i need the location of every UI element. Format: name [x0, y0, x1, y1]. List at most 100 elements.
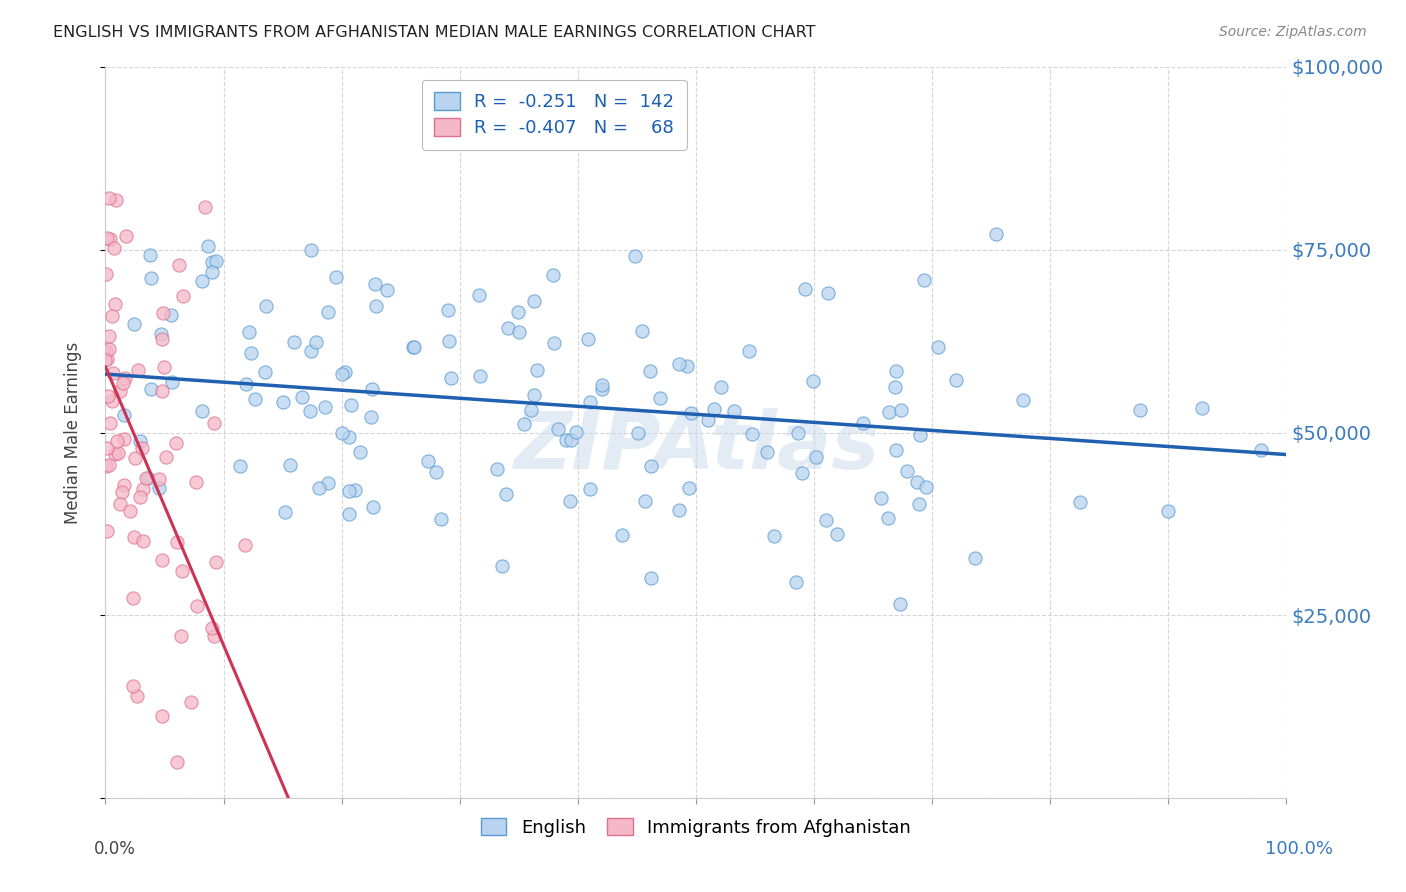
Point	[94, 343, 117, 358]
Point	[167, 258, 190, 272]
Point	[101, 310, 124, 324]
Point	[186, 599, 208, 613]
Point	[626, 426, 648, 441]
Point	[640, 570, 662, 584]
Point	[547, 422, 569, 436]
Point	[96, 352, 118, 367]
Point	[506, 305, 529, 319]
Point	[148, 481, 170, 495]
Point	[523, 293, 546, 308]
Point	[817, 285, 839, 300]
Point	[1069, 495, 1091, 509]
Point	[513, 417, 536, 431]
Point	[100, 416, 122, 430]
Point	[194, 200, 217, 214]
Point	[876, 511, 898, 525]
Y-axis label: Median Male Earnings: Median Male Earnings	[63, 342, 82, 524]
Point	[416, 454, 439, 468]
Point	[827, 527, 849, 541]
Point	[523, 388, 546, 402]
Point	[235, 376, 257, 391]
Point	[360, 382, 382, 396]
Point	[375, 283, 398, 297]
Point	[122, 318, 145, 332]
Text: 0.0%: 0.0%	[94, 840, 136, 858]
Point	[110, 384, 132, 398]
Point	[160, 375, 183, 389]
Point	[762, 529, 785, 543]
Point	[243, 392, 266, 406]
Point	[197, 239, 219, 253]
Point	[172, 289, 194, 303]
Point	[115, 228, 138, 243]
Point	[298, 404, 321, 418]
Point	[915, 480, 938, 494]
Point	[129, 434, 152, 449]
Point	[94, 267, 117, 281]
Point	[314, 401, 336, 415]
Point	[852, 417, 875, 431]
Point	[112, 478, 135, 492]
Point	[153, 359, 176, 374]
Point	[94, 459, 117, 474]
Point	[508, 325, 530, 339]
Point	[152, 553, 174, 567]
Point	[170, 629, 193, 643]
Legend: English, Immigrants from Afghanistan: English, Immigrants from Afghanistan	[474, 811, 918, 844]
Point	[349, 444, 371, 458]
Point	[132, 533, 155, 548]
Point	[308, 481, 330, 495]
Point	[107, 446, 129, 460]
Point	[299, 243, 322, 257]
Point	[541, 268, 564, 282]
Point	[710, 380, 733, 394]
Point	[1157, 504, 1180, 518]
Point	[496, 321, 519, 335]
Point	[703, 402, 725, 417]
Point	[150, 332, 173, 346]
Point	[299, 343, 322, 358]
Point	[104, 297, 127, 311]
Point	[229, 458, 252, 473]
Point	[425, 465, 447, 479]
Point	[190, 403, 212, 417]
Point	[738, 343, 761, 358]
Point	[814, 513, 837, 527]
Point	[98, 328, 121, 343]
Point	[543, 336, 565, 351]
Point	[910, 428, 932, 442]
Point	[274, 505, 297, 519]
Point	[884, 363, 907, 377]
Point	[363, 500, 385, 514]
Point	[101, 366, 124, 380]
Point	[678, 482, 700, 496]
Point	[741, 426, 763, 441]
Point	[204, 254, 226, 268]
Point	[404, 340, 426, 354]
Point	[984, 227, 1007, 241]
Point	[364, 277, 387, 291]
Point	[96, 442, 118, 456]
Point	[254, 299, 277, 313]
Point	[204, 555, 226, 569]
Point	[696, 413, 718, 427]
Point	[908, 497, 931, 511]
Point	[172, 564, 194, 578]
Point	[491, 558, 513, 573]
Text: ZIPAtlas: ZIPAtlas	[513, 409, 879, 486]
Point	[96, 231, 118, 245]
Point	[793, 282, 815, 296]
Point	[437, 334, 460, 348]
Point	[202, 629, 225, 643]
Point	[139, 382, 162, 396]
Point	[340, 397, 363, 411]
Point	[344, 483, 367, 497]
Point	[166, 534, 188, 549]
Point	[202, 416, 225, 430]
Point	[1129, 403, 1152, 417]
Point	[801, 374, 824, 388]
Point	[283, 334, 305, 349]
Point	[1191, 401, 1213, 415]
Point	[104, 193, 127, 207]
Point	[191, 273, 214, 287]
